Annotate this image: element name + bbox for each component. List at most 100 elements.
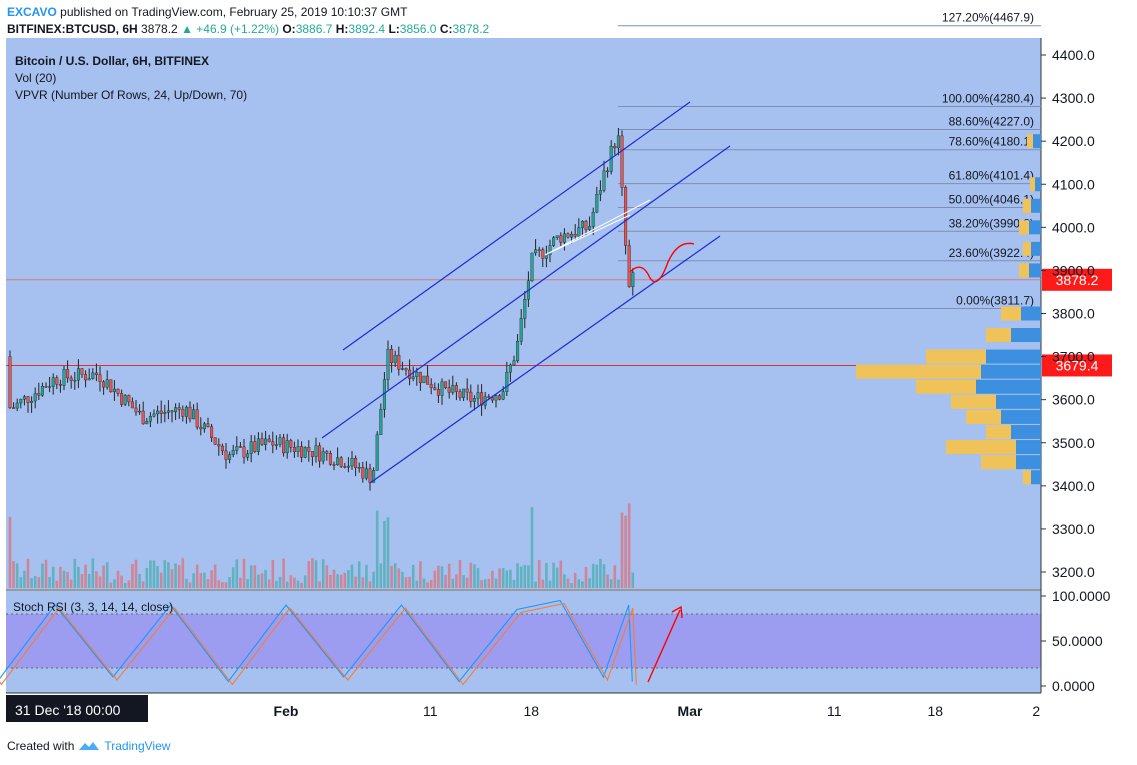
volume-bar [131, 564, 134, 588]
volume-bar [383, 520, 386, 588]
candle-body [343, 466, 347, 468]
candle-body [397, 354, 401, 370]
publisher-name[interactable]: EXCAVO [7, 5, 57, 19]
candle-body [228, 454, 232, 460]
volume-bar [177, 564, 181, 588]
volume-bar [498, 568, 501, 588]
time-tick-label: Mar [678, 703, 703, 719]
candle-body [332, 464, 336, 466]
candle-body [19, 399, 23, 404]
volume-bar [527, 565, 530, 588]
volume-bar [174, 563, 177, 588]
volume-bar [55, 580, 59, 588]
volume-bar [116, 570, 120, 588]
volume-bar [296, 580, 300, 588]
candle-body [418, 371, 422, 384]
candle-body [548, 245, 552, 256]
candle-body [375, 434, 379, 471]
volume-bar [278, 576, 282, 588]
fib-level-label: 88.60%(4227.0) [949, 115, 1034, 129]
volume-bar [253, 565, 257, 588]
candle-body [530, 252, 534, 282]
volume-bar [455, 574, 458, 588]
candle-body [368, 468, 372, 483]
volume-bar [98, 576, 102, 588]
candle-body [73, 379, 77, 382]
candle-body [426, 375, 430, 385]
candle-body [314, 445, 318, 457]
channel-upper-line [342, 101, 691, 351]
candle-body [447, 387, 451, 393]
price-tick-label: 4100.0 [1052, 176, 1095, 192]
fib-level-label: 127.20%(4467.9) [942, 11, 1034, 25]
candle-body [541, 249, 545, 259]
candle-body [91, 372, 95, 379]
vpvr-up-bar [1016, 440, 1041, 455]
vpvr-up-bar [1011, 424, 1041, 439]
volume-bar [264, 569, 267, 588]
price-tag-box [1042, 268, 1112, 291]
candles [8, 127, 635, 491]
candle-body [274, 444, 278, 446]
tradingview-brand[interactable]: TradingView [104, 739, 171, 753]
volume-bar [77, 566, 80, 588]
volume-bar [156, 566, 159, 588]
volume-bar [246, 579, 249, 588]
volume-bar [210, 570, 213, 588]
axes: 4400.0 4300.0 4200.0 4100.0 4000.0 3900.0 3800… [274, 47, 1111, 719]
crosshair-time-box [6, 695, 148, 722]
volume-bar [15, 563, 19, 588]
candle-body [318, 445, 322, 462]
volume-bar [509, 569, 512, 588]
price-tick-label: 4300.0 [1052, 90, 1095, 106]
vpvr-up-bar [1021, 306, 1041, 321]
volume-bar [411, 564, 415, 588]
vpvr-up-bar [1035, 177, 1041, 192]
fib-level-label: 23.60%(3922.4) [949, 246, 1034, 260]
candle-body [202, 423, 206, 430]
candle-body [537, 249, 541, 251]
volume-bar [84, 564, 87, 588]
volume-bar [141, 581, 145, 588]
volume-bar [80, 574, 84, 588]
vpvr-down-bar [856, 364, 981, 379]
candle-body [26, 396, 30, 403]
fib-level-label: 38.20%(3990.8) [949, 216, 1034, 230]
candle-body [559, 235, 563, 243]
price-tag-label: 3878.2 [1056, 272, 1099, 288]
candle-body [462, 388, 466, 398]
candle-body [472, 398, 476, 402]
vpvr-up-bar [976, 379, 1041, 394]
candle-body [210, 426, 214, 438]
volume-bar [66, 572, 69, 588]
candle-body [516, 340, 520, 362]
close-label: C: [439, 22, 453, 36]
price-tick-label: 3800.0 [1052, 306, 1095, 322]
price-tick-label: 3400.0 [1052, 478, 1095, 494]
volume-bar [523, 564, 527, 588]
high-value: 3892.4 [348, 22, 386, 36]
open-value: 3886.7 [295, 22, 333, 36]
volume-bar [422, 578, 426, 588]
vpvr-up-bar [1011, 328, 1041, 343]
candle-body [310, 451, 314, 457]
candle-body [555, 235, 559, 238]
fib-level-label: 100.00%(4280.4) [942, 92, 1034, 106]
candle-body [357, 467, 361, 469]
candle-body [8, 356, 12, 408]
candle-body [282, 437, 286, 454]
candle-body [224, 450, 228, 460]
volume-bar [95, 571, 98, 588]
stoch-arrow-line [647, 609, 681, 683]
volume-bar [617, 579, 620, 588]
candle-body [58, 384, 62, 386]
candle-body [411, 376, 415, 379]
volume-bar [123, 582, 127, 588]
candle-body [631, 272, 635, 287]
volume-bar [552, 562, 555, 588]
low-label: L: [388, 22, 400, 36]
candle-body [354, 457, 358, 468]
price-change: ▲ +46.9 (+1.22%) [181, 22, 279, 36]
candle-body [616, 135, 620, 149]
